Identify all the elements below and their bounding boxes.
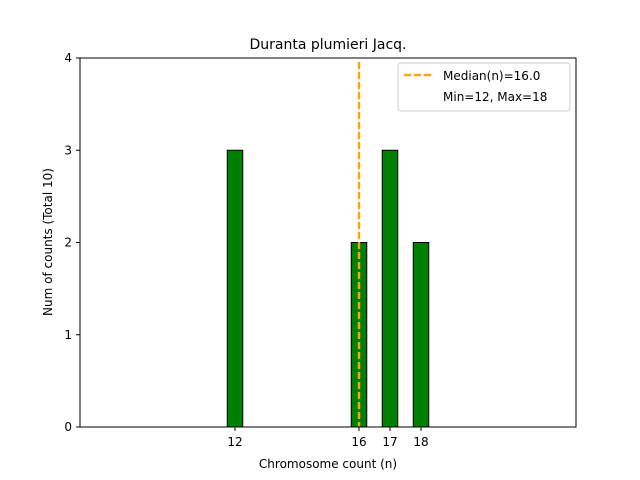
legend-entry-range: Min=12, Max=18 <box>443 90 547 104</box>
x-tick-label-18: 18 <box>413 435 428 449</box>
plot-frame <box>79 57 577 428</box>
legend-box <box>397 62 571 112</box>
x-axis-ticks: 12 16 17 18 <box>227 427 429 449</box>
y-tick-label-2: 2 <box>64 236 72 250</box>
x-tick-label-16: 16 <box>351 435 366 449</box>
y-tick-label-0: 0 <box>64 420 72 434</box>
x-axis-label: Chromosome count (n) <box>259 457 397 471</box>
bars-group <box>226 149 476 428</box>
y-tick-label-1: 1 <box>64 328 72 342</box>
y-tick-label-4: 4 <box>64 51 72 65</box>
y-axis-label: Num of counts (Total 10) <box>41 168 55 316</box>
y-axis-ticks: 0 1 2 3 4 <box>64 51 80 434</box>
legend: Median(n)=16.0 Min=12, Max=18 <box>397 62 571 112</box>
bar-12 <box>226 149 244 428</box>
bar-18 <box>412 242 430 428</box>
x-tick-label-17: 17 <box>382 435 397 449</box>
bar-17 <box>381 149 399 428</box>
x-tick-label-12: 12 <box>227 435 242 449</box>
legend-entry-median: Median(n)=16.0 <box>443 69 540 83</box>
y-tick-label-3: 3 <box>64 143 72 157</box>
chart-title: Duranta plumieri Jacq. <box>249 37 406 53</box>
